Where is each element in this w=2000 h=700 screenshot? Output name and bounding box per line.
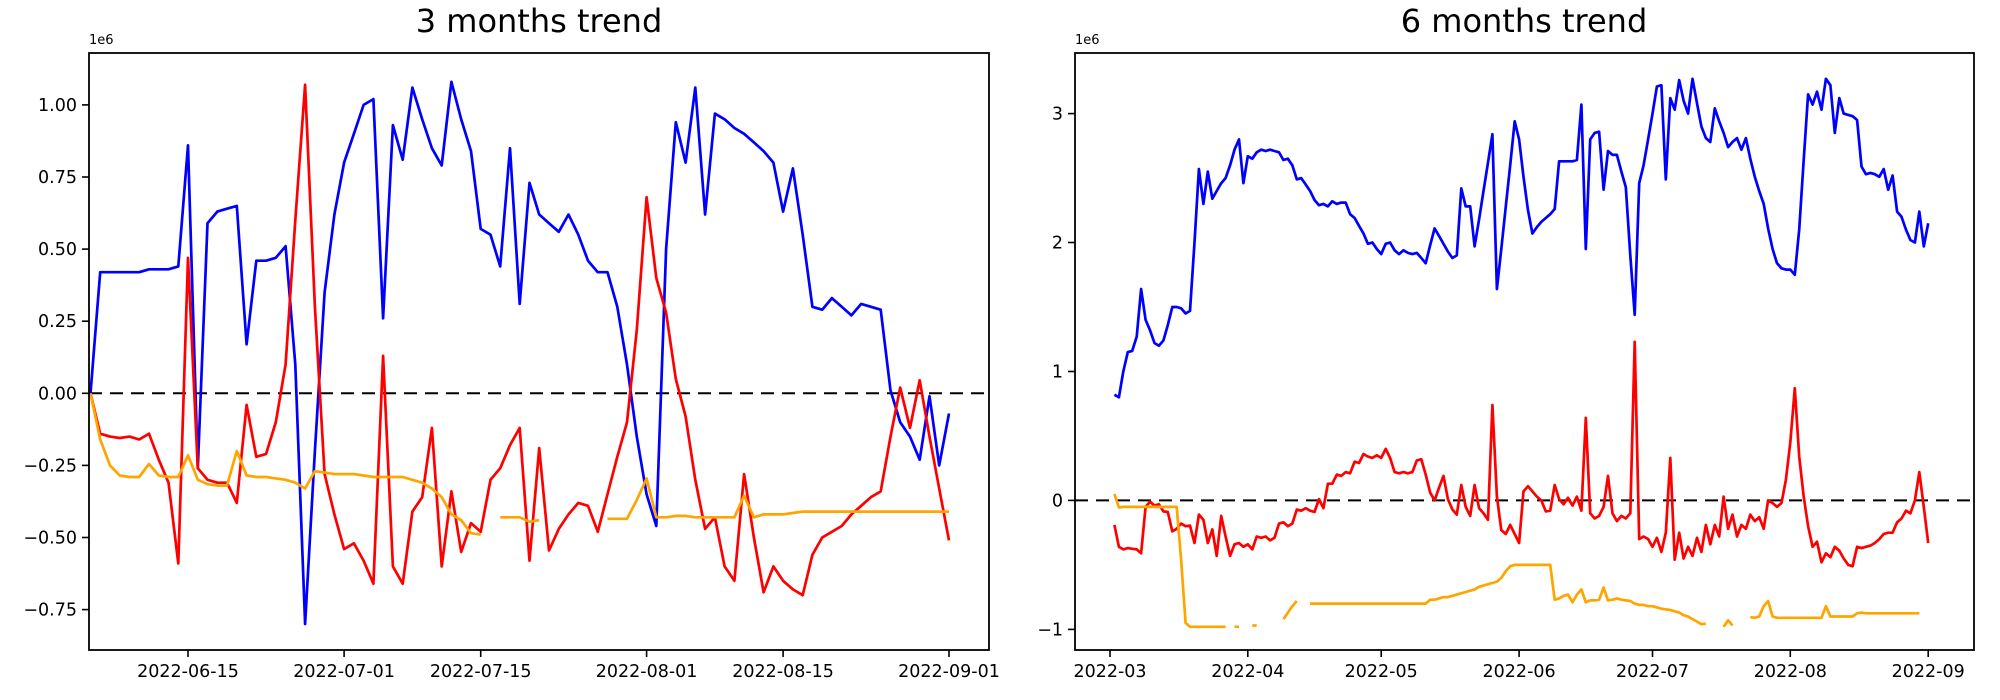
axes-frame: [1074, 52, 1975, 651]
y-tick-label: 0.00: [38, 384, 77, 404]
y-tick-label: −0.25: [23, 456, 77, 476]
y-tick-label: −0.50: [23, 529, 77, 549]
orange-series-line: [1113, 493, 1920, 629]
right-y-axis-offset-label: 1e6: [1075, 33, 1100, 48]
left-chart-title: 3 months trend: [415, 2, 663, 40]
left-y-axis-offset-label: 1e6: [89, 33, 114, 48]
red-series-line: [89, 83, 951, 597]
blue-series-line: [1113, 77, 1930, 399]
red-series-line: [1113, 340, 1930, 568]
x-tick-label: 2022-06-15: [137, 662, 239, 682]
x-tick-label: 2022-03: [1073, 662, 1146, 682]
x-tick-label: 2022-09-01: [898, 662, 1000, 682]
axes-frame: [88, 52, 990, 651]
x-tick-label: 2022-07-15: [430, 662, 532, 682]
y-tick-label: 1.00: [38, 96, 77, 116]
x-tick-label: 2022-08-15: [732, 662, 834, 682]
x-tick-label: 2022-04: [1211, 662, 1284, 682]
x-tick-label: 2022-05: [1345, 662, 1418, 682]
y-tick-label: 3: [1052, 105, 1063, 125]
x-tick-label: 2022-08: [1754, 662, 1827, 682]
y-tick-label: 2: [1052, 234, 1063, 254]
x-tick-label: 2022-08-01: [596, 662, 698, 682]
x-tick-label: 2022-06: [1483, 662, 1556, 682]
x-tick-label: 2022-07: [1616, 662, 1689, 682]
orange-series-line: [89, 393, 949, 536]
y-tick-label: 0: [1052, 491, 1063, 511]
blue-series-line: [89, 80, 951, 626]
y-tick-label: 1: [1052, 363, 1063, 383]
y-tick-label: 0.25: [38, 312, 77, 332]
y-tick-label: −0.75: [23, 601, 77, 621]
y-tick-label: −1: [1037, 620, 1063, 640]
y-tick-label: 0.75: [38, 168, 77, 188]
x-tick-label: 2022-07-01: [293, 662, 395, 682]
right-chart-title: 6 months trend: [1400, 2, 1648, 40]
x-tick-label: 2022-09: [1892, 662, 1965, 682]
y-tick-label: 0.50: [38, 240, 77, 260]
